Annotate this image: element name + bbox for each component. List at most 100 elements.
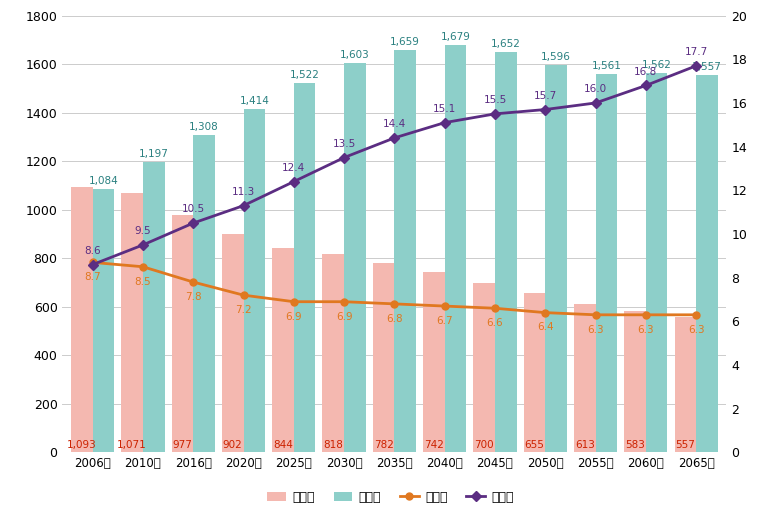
Text: 782: 782 [373,440,394,450]
死亡率 [138,242,148,248]
Bar [373,263,394,452]
出生率 [138,264,148,270]
Text: 8.7: 8.7 [84,272,101,282]
Text: 902: 902 [223,440,243,450]
出生率 [691,311,701,318]
出生率 [88,259,98,266]
Text: 11.3: 11.3 [232,187,255,197]
Text: 6.9: 6.9 [336,311,352,321]
Text: 583: 583 [625,440,645,450]
死亡率 [340,154,349,161]
Text: 16.0: 16.0 [584,84,607,94]
Text: 1,093: 1,093 [67,440,97,450]
Text: 17.7: 17.7 [684,47,708,57]
Bar [495,51,516,452]
死亡率 [490,111,500,117]
Bar [696,74,718,452]
Text: 742: 742 [424,440,444,450]
Bar [596,74,617,452]
Text: 1,652: 1,652 [491,38,521,48]
Text: 1,414: 1,414 [240,96,269,107]
Text: 9.5: 9.5 [134,226,152,236]
Bar [646,73,668,452]
死亡率 [390,135,399,141]
Text: 1,561: 1,561 [591,61,622,71]
Text: 14.4: 14.4 [383,119,406,129]
Text: 6.7: 6.7 [437,316,453,326]
Text: 1,596: 1,596 [541,52,571,62]
死亡率 [88,262,98,268]
Text: 655: 655 [525,440,544,450]
Text: 977: 977 [173,440,192,450]
死亡率 [289,178,298,185]
Bar [545,65,567,452]
Text: 15.5: 15.5 [483,95,507,105]
Line: 出生率: 出生率 [89,259,700,318]
出生率 [591,311,601,318]
Bar [143,162,165,452]
Bar [121,192,143,452]
Bar [344,63,366,452]
Text: 6.4: 6.4 [537,322,554,332]
出生率 [390,301,399,307]
Bar [675,317,696,452]
死亡率 [691,63,701,69]
Text: 6.6: 6.6 [487,318,503,328]
Bar [244,109,266,452]
Bar [523,293,545,452]
Line: 死亡率: 死亡率 [89,62,700,268]
Text: 13.5: 13.5 [333,139,355,149]
Text: 7.2: 7.2 [235,305,251,315]
Text: 16.8: 16.8 [634,67,658,77]
Text: 1,197: 1,197 [139,149,169,159]
Bar [473,282,495,452]
Text: 1,084: 1,084 [88,176,119,187]
Bar [93,189,114,452]
Text: 6.3: 6.3 [587,324,604,335]
死亡率 [641,82,651,88]
Text: 8.6: 8.6 [84,246,101,256]
Text: 6.3: 6.3 [637,324,654,335]
Text: 818: 818 [323,440,343,450]
出生率 [641,311,651,318]
Text: 12.4: 12.4 [282,163,305,173]
Text: 15.7: 15.7 [533,91,557,101]
Text: 844: 844 [273,440,293,450]
Legend: 出生数, 死亡数, 出生率, 死亡率: 出生数, 死亡数, 出生率, 死亡率 [262,486,519,509]
出生率 [340,298,349,305]
Text: 6.3: 6.3 [688,324,704,335]
Bar [624,311,646,452]
Bar [574,304,596,452]
Text: 1,679: 1,679 [440,32,470,42]
死亡率 [188,220,198,226]
Text: 6.9: 6.9 [286,311,302,321]
死亡率 [540,107,550,113]
Bar [273,248,294,452]
Text: 15.1: 15.1 [433,104,456,114]
Text: 7.8: 7.8 [185,292,201,302]
出生率 [540,309,550,316]
死亡率 [440,120,449,126]
Bar [444,45,466,452]
Text: 1,522: 1,522 [290,70,319,80]
Text: 1,557: 1,557 [692,62,722,72]
Text: 1,071: 1,071 [117,440,147,450]
Bar [423,272,444,452]
Bar [172,215,193,452]
Text: 1,308: 1,308 [189,122,219,132]
Text: 700: 700 [474,440,494,450]
Bar [394,50,416,452]
Text: 613: 613 [575,440,594,450]
出生率 [239,292,248,298]
Text: 1,603: 1,603 [340,50,369,60]
出生率 [188,279,198,285]
Bar [323,254,344,452]
Text: 8.5: 8.5 [134,277,152,287]
死亡率 [591,100,601,106]
出生率 [490,305,500,311]
Text: 1,562: 1,562 [642,60,672,70]
死亡率 [239,202,248,209]
Bar [294,83,316,452]
Bar [193,135,215,452]
出生率 [289,298,298,305]
